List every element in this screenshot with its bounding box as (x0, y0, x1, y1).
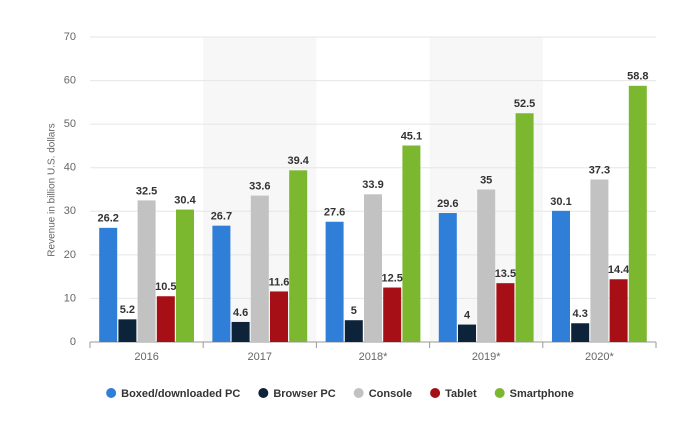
bar (137, 200, 156, 342)
value-label: 5 (351, 305, 357, 317)
bar (552, 210, 570, 342)
value-label: 26.2 (97, 213, 118, 225)
value-label: 26.7 (211, 211, 232, 223)
legend-marker (353, 388, 364, 398)
bar (609, 279, 628, 342)
value-label: 30.1 (550, 196, 571, 208)
value-label: 5.2 (120, 304, 135, 316)
bar (515, 113, 534, 342)
bar (402, 145, 421, 342)
legend-marker (430, 388, 441, 398)
legend-label: Browser PC (273, 388, 335, 400)
y-tick-label: 30 (64, 205, 76, 217)
legend-label: Tablet (445, 388, 477, 400)
value-label: 58.8 (627, 71, 648, 83)
value-label: 4.6 (233, 307, 248, 319)
x-tick-label: 2017 (248, 351, 272, 363)
value-label: 33.6 (249, 181, 270, 193)
value-label: 12.5 (381, 272, 402, 284)
bar (458, 324, 476, 342)
value-label: 4.3 (573, 308, 588, 320)
bar (628, 85, 647, 343)
y-axis-label: Revenue in billion U.S. dollars (47, 123, 58, 256)
legend-marker (106, 388, 117, 398)
value-label: 29.6 (437, 198, 458, 210)
bar (250, 195, 269, 342)
value-label: 11.6 (269, 276, 290, 288)
value-label: 35 (480, 174, 492, 186)
legend-label: Boxed/downloaded PC (121, 388, 240, 400)
x-tick-label: 2016 (134, 351, 158, 363)
legend-marker (494, 388, 505, 398)
value-label: 30.4 (174, 194, 196, 206)
bar (212, 225, 231, 342)
bar (477, 189, 496, 342)
bar (289, 170, 308, 342)
y-tick-label: 40 (64, 162, 76, 174)
bar (176, 209, 194, 342)
bar (231, 321, 250, 342)
value-label: 32.5 (136, 185, 157, 197)
legend-marker (258, 388, 269, 398)
x-tick-label: 2019* (472, 351, 501, 363)
y-tick-label: 0 (70, 336, 76, 348)
bar (156, 296, 175, 342)
value-label: 52.5 (514, 98, 535, 110)
value-label: 33.9 (362, 179, 383, 191)
bar (325, 221, 344, 342)
value-label: 45.1 (401, 130, 422, 142)
value-label: 39.4 (287, 155, 309, 167)
value-label: 10.5 (155, 281, 176, 293)
bar (438, 213, 457, 342)
y-tick-label: 60 (64, 74, 76, 86)
bar (590, 179, 609, 342)
legend-label: Smartphone (510, 388, 574, 400)
bar (270, 291, 288, 342)
value-label: 37.3 (589, 164, 610, 176)
y-tick-label: 50 (64, 118, 76, 130)
bar (383, 287, 402, 342)
bar (99, 227, 118, 342)
x-tick-label: 2020* (585, 351, 614, 363)
bar (496, 283, 515, 342)
y-tick-label: 20 (64, 249, 76, 261)
bar (118, 319, 137, 342)
legend: Boxed/downloaded PC Browser PC Console Tabl… (106, 388, 574, 400)
value-label: 14.4 (608, 264, 630, 276)
x-tick-label: 2018* (359, 351, 388, 363)
value-label: 4 (464, 309, 471, 321)
bar (364, 194, 382, 342)
y-tick-label: 70 (64, 31, 76, 43)
value-label: 13.5 (495, 268, 516, 280)
bar (344, 320, 363, 342)
legend-label: Console (369, 388, 412, 400)
bar (571, 323, 590, 342)
value-label: 27.6 (324, 207, 345, 219)
y-tick-label: 10 (64, 292, 76, 304)
